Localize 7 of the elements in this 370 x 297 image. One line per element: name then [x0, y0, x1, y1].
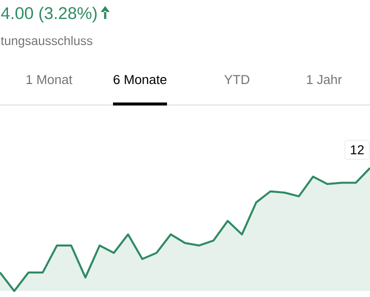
text: YTD [224, 75, 250, 84]
text: 12 [350, 145, 364, 154]
text: 1 Monat [26, 75, 72, 84]
chart-subtitle: tungsausschluss [0, 36, 92, 48]
text: 6 Monate [114, 74, 166, 84]
chart-title: 4.00 (3.28%) [1, 6, 97, 22]
text: 1 Jahr [306, 74, 342, 84]
